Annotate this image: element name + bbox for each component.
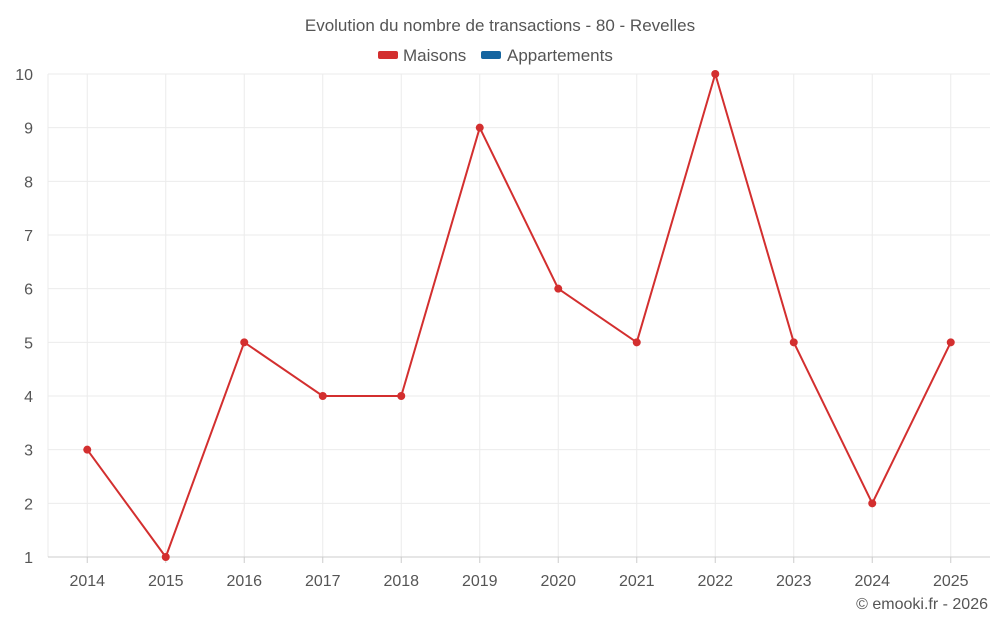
y-tick-label: 3 bbox=[24, 443, 33, 460]
y-tick-label: 7 bbox=[24, 228, 33, 245]
x-tick-label: 2020 bbox=[540, 573, 576, 590]
data-point-maisons-2018[interactable] bbox=[397, 392, 406, 400]
data-point-maisons-2023[interactable] bbox=[789, 338, 798, 347]
legend-label-appartements[interactable]: Appartements bbox=[507, 46, 613, 65]
legend-swatch-appartements bbox=[481, 51, 501, 59]
y-tick-label: 4 bbox=[24, 389, 33, 406]
series-layer bbox=[83, 70, 955, 561]
y-tick-label: 1 bbox=[24, 550, 33, 567]
data-point-maisons-2017[interactable] bbox=[318, 392, 327, 400]
x-tick-label: 2014 bbox=[69, 573, 105, 590]
credit-text: © emooki.fr - 2026 bbox=[856, 596, 988, 613]
data-point-maisons-2015[interactable] bbox=[161, 553, 170, 561]
legend-label-maisons[interactable]: Maisons bbox=[403, 46, 466, 65]
y-tick-label: 6 bbox=[24, 282, 33, 299]
x-tick-label: 2023 bbox=[776, 573, 812, 590]
x-axis: 2014 2015 2016 2017 2018 2019 2020 2021 2022 2023… bbox=[48, 556, 990, 590]
x-tick-label: 2024 bbox=[854, 573, 890, 590]
x-tick-label: 2017 bbox=[305, 573, 341, 590]
y-tick-label: 5 bbox=[24, 335, 33, 352]
data-point-maisons-2024[interactable] bbox=[868, 499, 877, 508]
chart-title: Evolution du nombre de transactions - 80… bbox=[305, 16, 695, 35]
grid bbox=[47, 73, 990, 557]
x-tick-label: 2015 bbox=[148, 573, 184, 590]
y-axis: 1 2 3 4 5 6 7 8 9 10 bbox=[15, 67, 33, 567]
x-tick-label: 2022 bbox=[697, 573, 733, 590]
legend-swatch-maisons bbox=[378, 51, 398, 59]
x-tick-label: 2021 bbox=[619, 573, 655, 590]
y-tick-label: 8 bbox=[24, 174, 33, 191]
legend: Maisons Appartements bbox=[378, 46, 613, 65]
series-line-maisons bbox=[86, 73, 952, 558]
y-tick-label: 2 bbox=[24, 496, 33, 513]
data-point-maisons-2014[interactable] bbox=[83, 445, 92, 454]
data-point-maisons-2025[interactable] bbox=[946, 338, 955, 347]
data-point-maisons-2016[interactable] bbox=[240, 338, 249, 347]
data-point-maisons-2019[interactable] bbox=[475, 123, 484, 132]
data-point-maisons-2021[interactable] bbox=[632, 338, 641, 347]
y-tick-label: 10 bbox=[15, 67, 33, 84]
x-tick-label: 2016 bbox=[226, 573, 262, 590]
x-tick-label: 2018 bbox=[383, 573, 419, 590]
y-tick-label: 9 bbox=[24, 121, 33, 138]
x-tick-label: 2025 bbox=[933, 573, 969, 590]
data-point-maisons-2020[interactable] bbox=[554, 284, 563, 293]
x-tick-label: 2019 bbox=[462, 573, 498, 590]
data-point-maisons-2022[interactable] bbox=[711, 70, 720, 78]
